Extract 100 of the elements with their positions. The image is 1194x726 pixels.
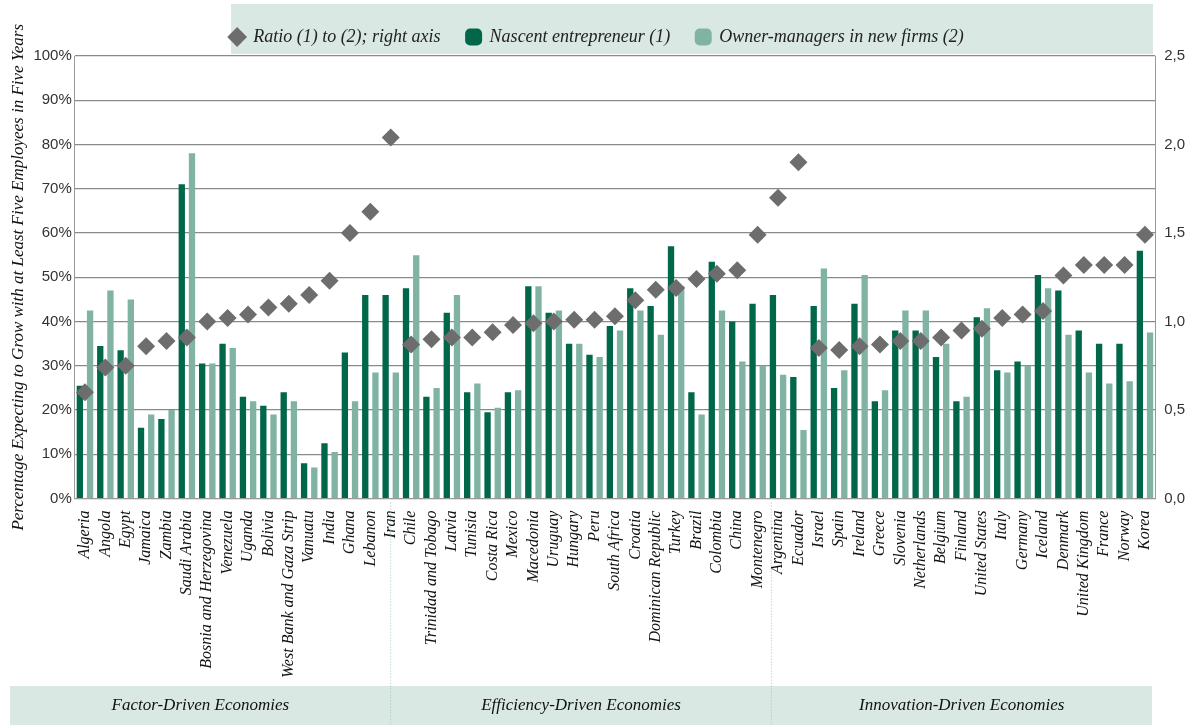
bar (168, 410, 175, 498)
legend-label: Nascent entrepreneur (1) (488, 25, 671, 47)
x-tick-label: Mexico (503, 510, 521, 559)
point (1095, 255, 1114, 274)
point (198, 312, 217, 331)
x-tick-label: Lebanon (360, 510, 378, 568)
bar (953, 401, 960, 498)
point (565, 310, 584, 329)
y-tick-label: 80% (41, 134, 72, 152)
point (769, 188, 788, 207)
x-tick-label: Spain (829, 510, 848, 548)
bar (474, 383, 481, 498)
x-tick-label: Egypt (115, 510, 134, 549)
bar (1024, 365, 1031, 498)
x-tick-label: Uganda (238, 510, 257, 563)
point (381, 128, 400, 147)
bar (1065, 334, 1072, 498)
point (585, 310, 604, 329)
x-tick-label: Denmark (1053, 509, 1071, 572)
bar (545, 312, 552, 498)
x-tick-label: Israel (809, 510, 827, 549)
bar (1085, 372, 1093, 498)
bar (97, 345, 104, 498)
bar (1116, 343, 1123, 498)
bar (443, 312, 450, 498)
bar (321, 443, 328, 498)
bar (362, 295, 369, 498)
point (993, 309, 1012, 328)
y2-tick-label: 1,0 (1164, 311, 1186, 329)
y-tick-label: 0% (50, 488, 72, 506)
point (830, 340, 849, 359)
bar (86, 310, 94, 498)
bar (1014, 361, 1021, 498)
x-tick-label: France (1094, 510, 1112, 558)
bar (158, 418, 165, 498)
bar (902, 310, 909, 498)
bar (718, 310, 726, 498)
point (972, 319, 991, 338)
bar (341, 352, 349, 498)
x-tick-label: Ecuador (788, 509, 806, 567)
bar (331, 452, 338, 498)
point (402, 335, 421, 354)
point (300, 286, 319, 304)
x-tick-label: Colombia (707, 510, 725, 574)
point (667, 278, 686, 297)
y2-tick-label: 0,5 (1164, 400, 1186, 418)
x-tick-label: Croatia (625, 510, 643, 560)
bar (504, 392, 512, 498)
x-tick-label: Jamaica (136, 510, 154, 565)
bar (270, 414, 277, 498)
point (1013, 305, 1032, 324)
bar (851, 303, 858, 498)
point (850, 337, 869, 356)
x-tick-label: West Bank and Gaza Strip (279, 510, 298, 678)
bar (881, 390, 889, 498)
bar (616, 330, 624, 498)
y-axis-title: Percentage Expecting to Grow with at Least Five Employees in Five Years (7, 23, 27, 532)
point (259, 298, 278, 317)
x-tick-label: Angola (95, 510, 114, 558)
point (483, 323, 502, 342)
x-tick-label: Germany (1012, 509, 1031, 571)
x-tick-label: India (319, 510, 337, 546)
point (748, 225, 767, 244)
x-tick-label: Ireland (849, 509, 867, 559)
point (1115, 255, 1134, 274)
point (789, 153, 808, 172)
bar (280, 392, 287, 498)
point (1054, 266, 1073, 285)
x-tick-label: China (727, 510, 745, 550)
x-tick-label: Finland (951, 509, 969, 563)
x-tick-label: Hungary (564, 509, 583, 569)
bar (453, 295, 461, 498)
bar (1126, 381, 1133, 498)
point (1034, 301, 1053, 320)
point (116, 356, 135, 375)
bar (810, 306, 817, 498)
point (952, 321, 971, 340)
x-tick-label: Uruguay (544, 509, 563, 568)
bar (199, 363, 206, 498)
bar (392, 372, 399, 498)
y-tick-label: 50% (41, 267, 72, 285)
bar (219, 343, 226, 498)
point (870, 335, 889, 354)
y2-tick-label: 0,0 (1164, 488, 1186, 506)
y-tick-label: 20% (41, 400, 72, 418)
x-tick-label: Greece (870, 510, 888, 557)
x-tick-label: Peru (584, 510, 602, 543)
point (891, 332, 910, 351)
bar (413, 255, 420, 498)
bar (555, 310, 563, 498)
bar (943, 343, 950, 498)
bar (973, 317, 980, 498)
x-tick-label: United States (972, 510, 990, 597)
point (442, 328, 461, 347)
point (932, 328, 951, 347)
bar (1004, 372, 1011, 498)
bar (1075, 330, 1082, 498)
x-tick-label: Argentina (768, 510, 787, 575)
bar (188, 153, 196, 498)
bar (148, 414, 155, 498)
